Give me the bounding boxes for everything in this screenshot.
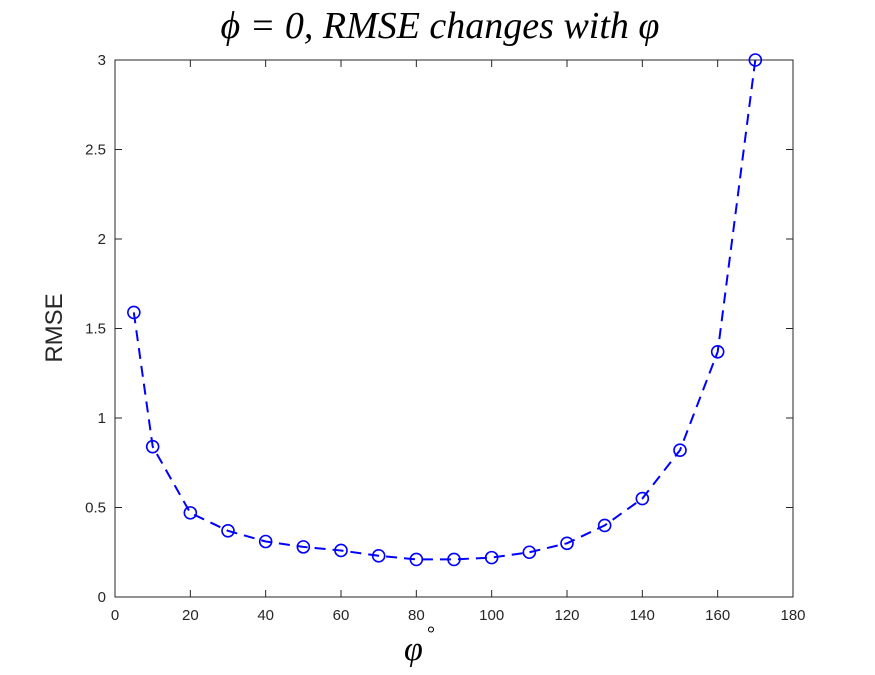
data-point-4 [258, 534, 273, 549]
x-tick-label: 40 [257, 607, 274, 624]
data-point-7 [371, 549, 386, 563]
data-point-1 [145, 439, 160, 454]
data-point-3 [221, 523, 235, 538]
x-axis-label-degree: ° [427, 623, 435, 645]
y-axis-label: RMSE [41, 293, 68, 362]
x-tick-label: 100 [479, 607, 504, 624]
data-point-0 [127, 305, 141, 320]
data-point-15 [673, 443, 687, 458]
chart-title: ϕ = 0, RMSE changes with φ [221, 5, 660, 47]
y-axis-ticks: 0 0.5 1 1.5 2 2.5 3 [85, 52, 793, 606]
data-point-16 [710, 344, 725, 359]
rmse-series-points [127, 53, 763, 567]
x-tick-label: 140 [630, 607, 655, 624]
y-tick-label: 1 [98, 410, 106, 427]
rmse-series-line [132, 59, 757, 561]
x-tick-label: 60 [333, 607, 350, 624]
data-point-11 [522, 545, 537, 560]
x-tick-label: 180 [780, 607, 805, 624]
x-tick-label: 80 [408, 607, 425, 624]
data-point-9 [447, 552, 461, 567]
data-point-2 [183, 506, 198, 520]
y-tick-label: 2 [98, 231, 106, 248]
x-tick-label: 20 [182, 607, 199, 624]
plot-area-frame [114, 59, 794, 598]
y-tick-label: 1.5 [85, 321, 106, 338]
data-point-17 [748, 53, 763, 67]
data-point-13 [597, 518, 612, 533]
data-point-6 [334, 543, 348, 558]
x-axis-label: φ ° [404, 623, 435, 668]
y-tick-label: 3 [98, 52, 106, 69]
x-tick-label: 120 [554, 607, 579, 624]
data-point-5 [296, 540, 311, 554]
data-point-8 [409, 552, 424, 567]
y-tick-label: 0 [98, 589, 106, 606]
y-tick-label: 2.5 [85, 142, 106, 159]
y-tick-label: 0.5 [85, 500, 106, 517]
data-point-12 [560, 536, 574, 551]
x-tick-label: 160 [705, 607, 730, 624]
data-point-10 [484, 550, 499, 565]
x-tick-label: 0 [111, 607, 119, 624]
data-point-14 [635, 491, 650, 506]
x-axis-label-symbol: φ [404, 631, 423, 668]
x-axis-ticks: 0 20 40 60 80 100 120 140 160 180 [111, 60, 806, 624]
